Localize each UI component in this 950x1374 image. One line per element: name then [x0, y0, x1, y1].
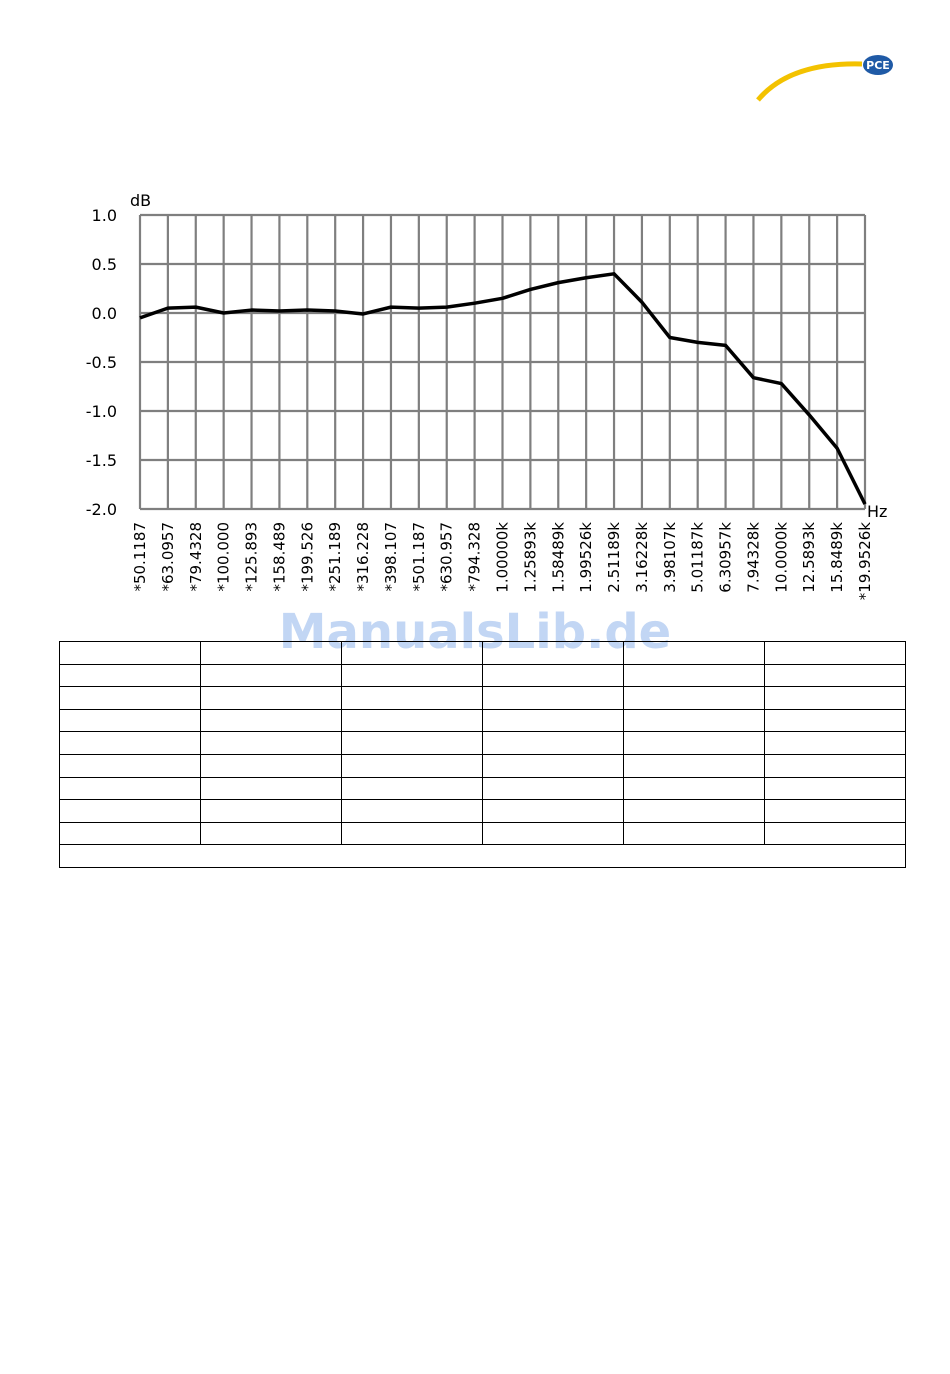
y-tick-label: 0.0	[92, 304, 117, 323]
x-tick-label: 12.5893k	[800, 522, 818, 593]
logo-swoosh	[756, 61, 863, 102]
x-tick-label: *79.4328	[187, 522, 205, 592]
y-axis-label: dB	[130, 191, 151, 210]
x-tick-label: 1.00000k	[494, 522, 512, 593]
x-tick-label: *19.9526k	[856, 522, 874, 601]
x-tick-label: 1.58489k	[549, 522, 567, 593]
y-tick-label: -1.5	[86, 451, 117, 470]
data-line	[139, 272, 867, 505]
empty-table	[59, 641, 906, 868]
x-tick-label: *630.957	[438, 522, 456, 592]
y-tick-label: 0.5	[92, 255, 117, 274]
x-tick-label: *63.0957	[159, 522, 177, 592]
x-tick-label: *199.526	[298, 522, 316, 592]
x-tick-label: 6.30957k	[717, 522, 735, 593]
x-tick-label: 1.25893k	[521, 522, 539, 593]
x-tick-label: *251.189	[326, 522, 344, 592]
x-tick-label: *398.107	[382, 522, 400, 592]
logo-badge	[863, 55, 893, 75]
x-tick-label: 1.99526k	[577, 522, 595, 593]
x-tick-label: 5.01187k	[689, 522, 707, 593]
y-tick-label: -2.0	[86, 500, 117, 519]
x-axis-label: Hz	[867, 502, 887, 521]
x-tick-label: 2.51189k	[605, 522, 623, 593]
x-tick-label: *100.000	[215, 522, 233, 592]
x-tick-label: *794.328	[466, 522, 484, 592]
x-tick-label: 10.0000k	[772, 522, 790, 593]
y-tick-label: -0.5	[86, 353, 117, 372]
y-tick-label: -1.0	[86, 402, 117, 421]
x-tick-label: 15.8489k	[828, 522, 846, 593]
y-tick-label: 1.0	[92, 206, 117, 225]
logo-text: PCE	[866, 59, 890, 72]
x-tick-label: 7.94328k	[744, 522, 762, 593]
x-tick-label: 3.16228k	[633, 522, 651, 593]
x-tick-label: *316.228	[354, 522, 372, 592]
logo: PCE	[756, 55, 893, 102]
x-tick-label: *50.1187	[131, 522, 149, 592]
x-tick-label: *125.893	[243, 522, 261, 592]
x-tick-label: *501.187	[410, 522, 428, 592]
x-tick-label: *158.489	[270, 522, 288, 592]
x-tick-label: 3.98107k	[661, 522, 679, 593]
chart: dB Hz 1.0 0.5 0.0 -0.5 -1.0 -1.5 -2.0 *50.1187 *…	[86, 191, 888, 601]
